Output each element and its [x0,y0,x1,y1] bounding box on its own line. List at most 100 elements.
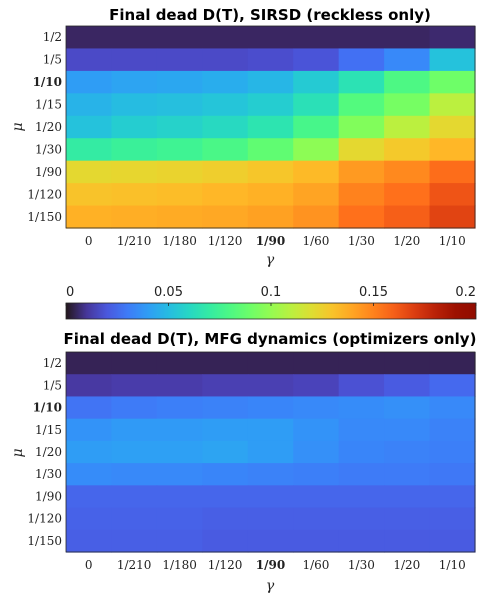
heatmap-cell [156,183,203,207]
heatmap-cell [156,396,203,420]
chart-title: Final dead D(T), SIRSD (reckless only) [109,6,431,24]
heatmap-cell [429,115,476,139]
heatmap-cell [338,463,385,486]
heatmap-cell [338,205,385,229]
heatmap-cell [156,205,203,229]
heatmap-cell [202,463,249,486]
heatmap-cell [202,374,249,398]
heatmap-cell [293,205,340,229]
heatmap-cell [202,529,249,553]
heatmap-cell [293,463,340,486]
chart-title: Final dead D(T), MFG dynamics (optimizer… [64,330,477,348]
heatmap-cell [202,396,249,420]
heatmap-cell [111,48,158,72]
y-tick-labels: 1/2 1/5 1/10 1/15 1/20 1/30 1/90 1/120 1/150 [27,356,62,548]
x-tick-label: 1/20 [393,558,420,572]
heatmap-cell [384,138,431,162]
heatmap-cell [247,440,294,464]
heatmap-cell [338,485,385,509]
heatmap-cell [111,396,158,420]
x-tick-label: 1/30 [348,558,375,572]
heatmap-cell [156,48,203,72]
heatmap-cell [429,160,476,184]
heatmap-cell [247,396,294,420]
x-axis-label: γ [266,578,275,594]
heatmap-cell [202,160,249,184]
heatmap-cell [66,48,113,72]
heatmap-cell [384,205,431,229]
heatmap-cell [384,70,431,94]
heatmap-cell [111,352,158,375]
heatmap-cell [66,485,113,509]
heatmap-cell [429,396,476,420]
heatmap-cell [156,507,203,531]
heatmap-cell [66,440,113,464]
heatmap-cells [66,352,476,553]
heatmap-cell [338,374,385,398]
heatmap-cell [429,485,476,509]
heatmap-cell [247,463,294,486]
heatmap-cell [111,463,158,486]
heatmap-cell [156,374,203,398]
heatmap-cell [293,115,340,139]
plot-frame [65,351,476,553]
heatmap-cell [202,115,249,139]
heatmap-cell [247,374,294,398]
heatmap-cell [384,418,431,442]
heatmap-cell [384,374,431,398]
heatmap-cell [293,418,340,442]
colorbar: 0 0.05 0.1 0.15 0.2 [65,285,477,320]
heatmap-cell [202,26,249,50]
heatmap-cell [293,93,340,117]
heatmap-cell [293,529,340,553]
colorbar-tick-label: 0.15 [359,285,388,300]
y-tick-label: 1/30 [35,467,62,481]
heatmap-cell [202,70,249,94]
heatmap-cell [111,485,158,509]
heatmap-cell [338,183,385,207]
heatmap-cell [156,115,203,139]
x-tick-label: 1/210 [117,234,152,248]
heatmap-cell [293,183,340,207]
heatmap-cell [156,70,203,94]
heatmap-cell [66,70,113,94]
heatmap-cell [111,93,158,117]
heatmap-cell [293,48,340,72]
heatmap-cell [429,529,476,553]
heatmap-cell [384,160,431,184]
heatmap-cell [338,26,385,50]
colorbar-tick-label: 0.2 [455,285,476,300]
heatmap-cell [293,507,340,531]
heatmap-cell [293,26,340,50]
y-tick-label: 1/15 [35,423,62,437]
colorbar-tick-label: 0.1 [261,285,282,300]
y-tick-label: 1/120 [27,512,62,526]
heatmap-cell [384,507,431,531]
x-tick-label: 1/180 [162,234,197,248]
heatmap-cell [247,205,294,229]
heatmap-cell [293,485,340,509]
colorbar-ticks: 0 0.05 0.1 0.15 0.2 [65,285,477,306]
heatmap-cell [429,507,476,531]
heatmap-cell [293,70,340,94]
heatmap-cell [293,352,340,375]
y-axis-label: μ [10,122,26,131]
heatmap-cell [202,418,249,442]
heatmap-cell [384,485,431,509]
heatmap-cell [156,463,203,486]
y-tick-label: 1/15 [35,98,62,112]
heatmap-cell [202,507,249,531]
heatmap-cell [156,440,203,464]
heatmap-cell [156,160,203,184]
heatmap-cell [66,160,113,184]
heatmap-cell [202,183,249,207]
heatmap-cell [66,115,113,139]
heatmap-cell [66,418,113,442]
y-tick-label: 1/90 [35,165,62,179]
heatmap-cell [111,138,158,162]
heatmap-cell [338,396,385,420]
heatmap-cell [156,485,203,509]
heatmap-cell [384,463,431,486]
y-tick-label: 1/20 [35,120,62,134]
